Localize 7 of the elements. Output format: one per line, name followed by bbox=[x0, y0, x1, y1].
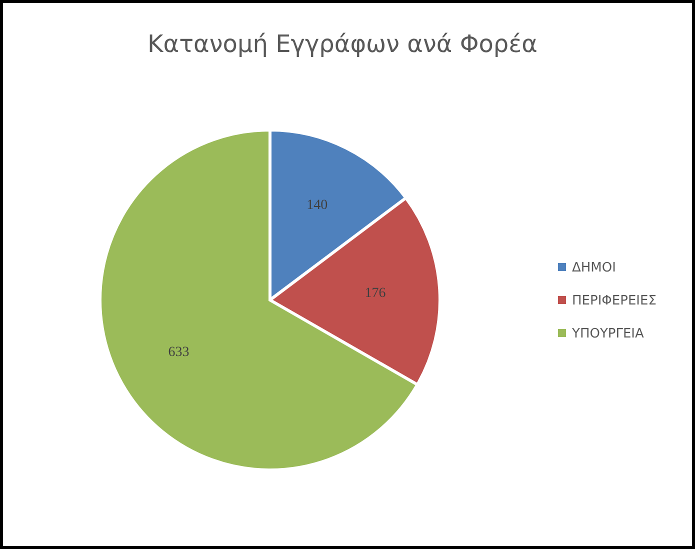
chart-title: Κατανομή Εγγράφων ανά Φορέα bbox=[148, 30, 538, 58]
legend-label: ΠΕΡΙΦΕΡΕΙΕΣ bbox=[572, 294, 656, 309]
legend-label: ΥΠΟΥΡΓΕΙΑ bbox=[571, 326, 644, 342]
data-label: 633 bbox=[168, 345, 190, 360]
data-label: 176 bbox=[364, 286, 386, 301]
legend-label: ΔΗΜΟΙ bbox=[572, 260, 616, 276]
data-label: 140 bbox=[306, 198, 328, 213]
